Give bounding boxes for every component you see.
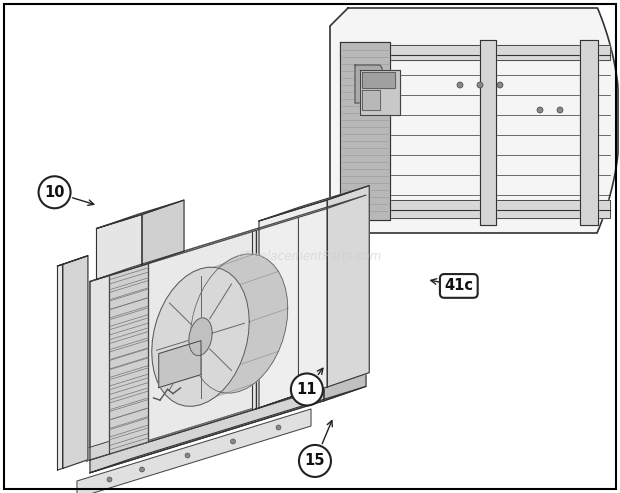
Text: eReplacementParts.com: eReplacementParts.com	[238, 250, 382, 263]
Text: 11: 11	[296, 382, 317, 397]
Polygon shape	[97, 214, 142, 280]
Polygon shape	[90, 195, 366, 282]
Circle shape	[457, 82, 463, 88]
Polygon shape	[257, 216, 298, 409]
Polygon shape	[142, 200, 184, 266]
Polygon shape	[345, 200, 610, 218]
Polygon shape	[340, 45, 610, 60]
Polygon shape	[90, 374, 366, 460]
Polygon shape	[324, 195, 366, 388]
Circle shape	[107, 477, 112, 482]
Polygon shape	[90, 387, 366, 473]
Polygon shape	[252, 230, 257, 410]
Polygon shape	[480, 40, 496, 225]
Polygon shape	[90, 388, 324, 473]
Polygon shape	[87, 448, 126, 461]
Polygon shape	[259, 185, 370, 221]
Polygon shape	[58, 264, 63, 470]
Polygon shape	[90, 210, 324, 460]
Polygon shape	[63, 256, 88, 468]
Polygon shape	[97, 200, 184, 228]
Polygon shape	[190, 254, 288, 393]
Polygon shape	[90, 267, 132, 460]
Polygon shape	[580, 40, 598, 225]
Polygon shape	[58, 256, 88, 266]
Polygon shape	[259, 200, 327, 408]
Circle shape	[140, 467, 144, 472]
Polygon shape	[327, 185, 370, 387]
Polygon shape	[77, 409, 311, 493]
Polygon shape	[355, 65, 382, 103]
Circle shape	[299, 445, 331, 477]
Circle shape	[537, 107, 543, 113]
Polygon shape	[360, 70, 400, 115]
Polygon shape	[87, 441, 110, 461]
Polygon shape	[340, 42, 390, 220]
Circle shape	[557, 107, 563, 113]
Polygon shape	[90, 374, 366, 460]
Polygon shape	[252, 394, 298, 410]
Polygon shape	[330, 8, 618, 233]
Polygon shape	[324, 374, 366, 401]
Polygon shape	[189, 318, 212, 355]
Polygon shape	[132, 195, 366, 446]
Text: 10: 10	[44, 185, 65, 200]
Polygon shape	[152, 267, 249, 406]
Circle shape	[38, 176, 71, 208]
Polygon shape	[362, 90, 380, 110]
Circle shape	[231, 439, 236, 444]
Circle shape	[276, 425, 281, 430]
Polygon shape	[159, 341, 201, 387]
Circle shape	[477, 82, 483, 88]
Circle shape	[185, 453, 190, 458]
Text: 15: 15	[304, 454, 326, 468]
Polygon shape	[110, 263, 149, 454]
Polygon shape	[362, 72, 395, 88]
Circle shape	[291, 374, 323, 405]
Circle shape	[497, 82, 503, 88]
Text: 41c: 41c	[445, 279, 473, 293]
